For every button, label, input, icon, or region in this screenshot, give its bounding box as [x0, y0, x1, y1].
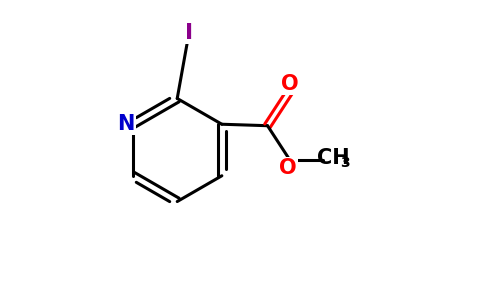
- Text: 3: 3: [340, 156, 350, 170]
- Text: CH: CH: [318, 148, 350, 168]
- Text: O: O: [281, 74, 298, 94]
- Text: I: I: [185, 23, 193, 43]
- Text: N: N: [118, 114, 135, 134]
- Text: O: O: [279, 158, 297, 178]
